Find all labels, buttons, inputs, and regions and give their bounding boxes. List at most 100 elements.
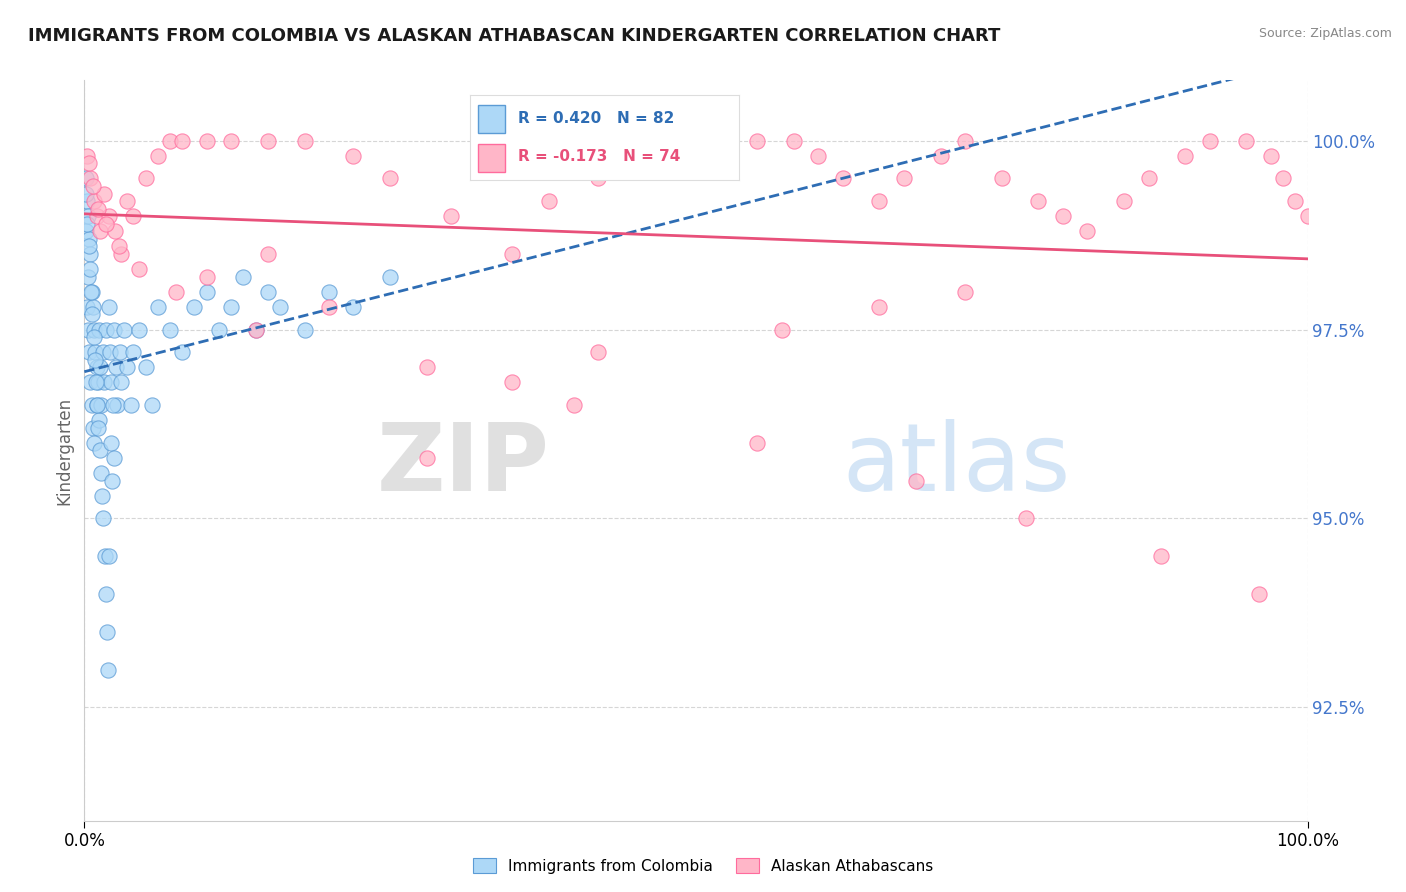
Point	[90, 466, 112, 480]
Legend: Immigrants from Colombia, Alaskan Athabascans: Immigrants from Colombia, Alaskan Athaba…	[467, 852, 939, 880]
Point	[195, 269, 218, 284]
Point	[165, 285, 187, 299]
Point	[416, 450, 439, 465]
Text: Source: ZipAtlas.com: Source: ZipAtlas.com	[1258, 27, 1392, 40]
Point	[101, 474, 124, 488]
Point	[416, 360, 439, 375]
Point	[929, 149, 952, 163]
Text: atlas: atlas	[842, 419, 1071, 511]
Point	[83, 352, 105, 367]
Point	[93, 376, 115, 390]
Point	[831, 171, 853, 186]
Point	[380, 171, 402, 186]
Point	[294, 322, 316, 336]
Point	[770, 322, 793, 336]
Point	[1015, 511, 1038, 525]
Point	[183, 300, 205, 314]
Point	[103, 322, 125, 336]
Point	[76, 300, 98, 314]
Point	[624, 149, 647, 163]
Point	[87, 202, 110, 216]
Point	[747, 436, 769, 450]
Point	[82, 421, 104, 435]
Point	[195, 134, 218, 148]
Point	[115, 360, 138, 375]
Point	[245, 322, 267, 336]
Point	[1198, 134, 1220, 148]
Point	[661, 134, 683, 148]
Point	[82, 300, 104, 314]
Point	[108, 345, 131, 359]
Point	[103, 450, 125, 465]
Point	[128, 262, 150, 277]
Point	[1284, 194, 1306, 209]
Point	[1028, 194, 1050, 209]
Point	[115, 194, 138, 209]
Point	[685, 134, 707, 148]
Point	[269, 300, 291, 314]
Point	[953, 285, 976, 299]
Point	[538, 194, 561, 209]
Point	[77, 239, 100, 253]
Point	[86, 398, 108, 412]
Point	[75, 171, 97, 186]
Point	[440, 209, 463, 223]
Point	[953, 134, 976, 148]
Point	[87, 421, 110, 435]
Point	[1174, 149, 1197, 163]
Point	[318, 285, 340, 299]
Point	[98, 549, 121, 564]
Point	[83, 194, 105, 209]
Point	[1150, 549, 1173, 564]
Point	[1247, 587, 1270, 601]
Point	[110, 247, 132, 261]
Point	[87, 413, 110, 427]
Point	[83, 322, 105, 336]
Point	[76, 217, 98, 231]
Point	[146, 149, 169, 163]
Point	[87, 376, 110, 390]
Point	[101, 398, 124, 412]
Point	[709, 134, 731, 148]
Point	[93, 549, 115, 564]
Point	[89, 443, 111, 458]
Point	[991, 171, 1014, 186]
Y-axis label: Kindergarten: Kindergarten	[55, 396, 73, 505]
Point	[83, 436, 105, 450]
Point	[89, 360, 111, 375]
Point	[502, 247, 524, 261]
Point	[1076, 224, 1098, 238]
Point	[146, 300, 169, 314]
Point	[869, 194, 891, 209]
Point	[783, 134, 806, 148]
Point	[342, 149, 364, 163]
Point	[76, 149, 98, 163]
Point	[232, 269, 254, 284]
Point	[86, 209, 108, 223]
Point	[83, 330, 105, 344]
Point	[905, 474, 928, 488]
Point	[104, 224, 127, 238]
Point	[159, 322, 181, 336]
Point	[257, 247, 280, 261]
Point	[80, 285, 103, 299]
Point	[79, 376, 101, 390]
Point	[79, 262, 101, 277]
Point	[1260, 149, 1282, 163]
Point	[1236, 134, 1258, 148]
Point	[122, 345, 145, 359]
Point	[96, 624, 118, 639]
Point	[807, 149, 830, 163]
Point	[82, 308, 104, 322]
Point	[257, 285, 280, 299]
Point	[105, 398, 128, 412]
Point	[97, 209, 120, 223]
Point	[96, 217, 118, 231]
Point	[87, 322, 110, 336]
Point	[77, 322, 100, 336]
Point	[77, 156, 100, 170]
Point	[586, 171, 609, 186]
Point	[141, 398, 163, 412]
Point	[380, 269, 402, 284]
Point	[77, 232, 100, 246]
